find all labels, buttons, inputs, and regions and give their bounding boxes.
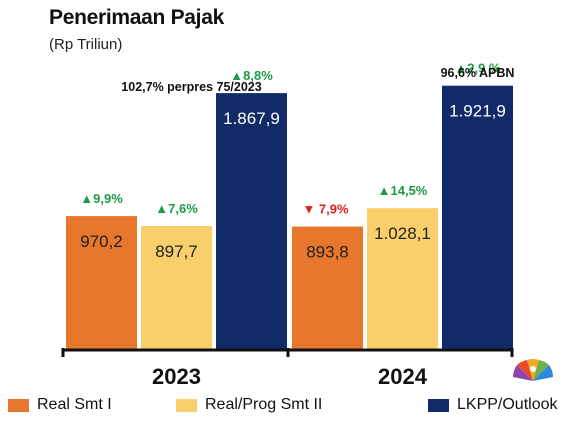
bar — [442, 85, 513, 349]
chart-subtitle: (Rp Triliun) — [49, 36, 123, 53]
legend-item-lkpp: LKPP/Outlook — [428, 396, 558, 414]
legend-swatch — [176, 398, 197, 412]
legend-item-real-prog-smt2: Real/Prog Smt II — [176, 396, 322, 414]
data-label: 970,2 — [80, 232, 123, 251]
data-label: 897,7 — [155, 242, 198, 261]
legend-item-real-smt1: Real Smt I — [8, 396, 112, 414]
legend-label: Real Smt I — [37, 396, 112, 413]
annotation: 102,7% perpres 75/2023 — [121, 80, 261, 94]
growth-label: ▲9,9% — [80, 191, 123, 206]
growth-label: ▼ 7,9% — [302, 202, 349, 217]
bar — [66, 216, 137, 349]
bar — [292, 226, 363, 349]
legend-label: Real/Prog Smt II — [205, 396, 323, 413]
bar — [141, 226, 212, 349]
bar — [216, 93, 287, 349]
data-label: 1.867,9 — [223, 109, 280, 128]
data-label: 893,8 — [306, 243, 349, 262]
growth-label: ▲8,8% — [230, 68, 273, 83]
legend-label: LKPP/Outlook — [457, 396, 558, 413]
data-label: 1.028,1 — [374, 224, 431, 243]
cnbc-logo — [513, 359, 553, 395]
chart-title: Penerimaan Pajak — [49, 6, 224, 29]
growth-label: ▲7,6% — [155, 201, 198, 216]
growth-label: ▲2,9 % — [454, 61, 501, 76]
annotation: 96,6% APBN — [441, 66, 515, 80]
legend-swatch — [8, 398, 29, 412]
category-label: 2024 — [378, 364, 428, 389]
growth-label: ▲14,5% — [378, 183, 428, 198]
bar — [367, 208, 438, 349]
category-label: 2023 — [152, 364, 201, 389]
data-label: 1.921,9 — [449, 102, 506, 121]
legend-swatch — [428, 398, 449, 412]
